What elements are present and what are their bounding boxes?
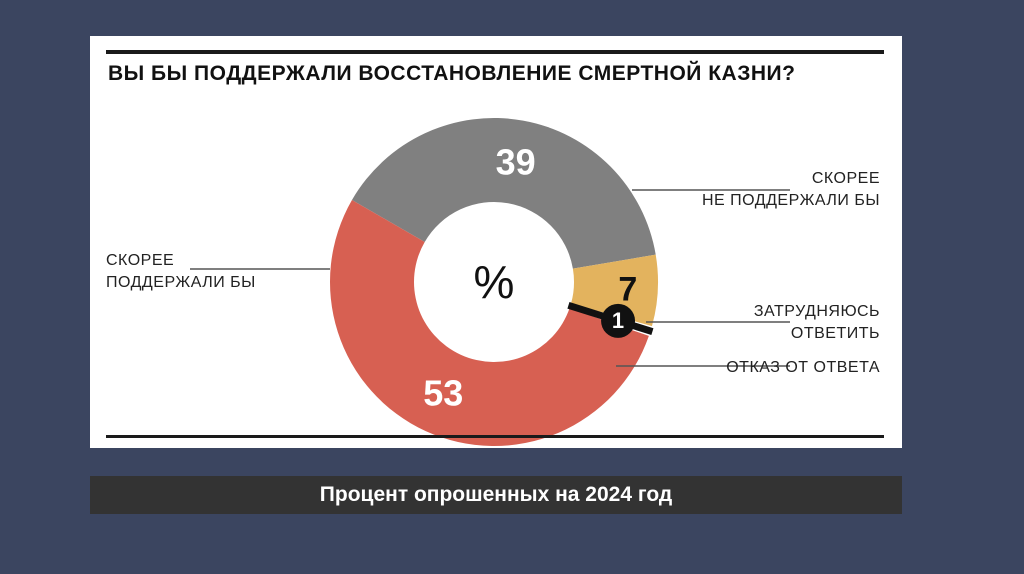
slice-3-label: СКОРЕЕ xyxy=(106,252,174,269)
center-label: % xyxy=(474,256,515,308)
bottom-rule xyxy=(106,435,884,438)
caption-text: Процент опрошенных на 2024 год xyxy=(319,483,673,506)
top-rule xyxy=(106,50,884,54)
chart-title: ВЫ БЫ ПОДДЕРЖАЛИ ВОССТАНОВЛЕНИЕ СМЕРТНОЙ… xyxy=(108,62,796,85)
slice-0-label: СКОРЕЕ xyxy=(812,170,880,187)
caption-bar: Процент опрошенных на 2024 год xyxy=(90,476,902,514)
slice-0 xyxy=(351,118,656,269)
slice-3-value: 53 xyxy=(423,373,463,414)
slice-2-badge xyxy=(601,303,636,338)
slice-1-label: ЗАТРУДНЯЮСЬ xyxy=(754,303,880,320)
slice-1-label: ОТВЕТИТЬ xyxy=(791,325,880,342)
slice-2-label: ОТКАЗ ОТ ОТВЕТА xyxy=(726,359,880,376)
slice-2-value: 1 xyxy=(612,308,624,333)
slice-3 xyxy=(330,200,649,447)
slice-0-value: 39 xyxy=(496,142,536,183)
slice-0-label: НЕ ПОДДЕРЖАЛИ БЫ xyxy=(702,192,880,209)
chart-card: ВЫ БЫ ПОДДЕРЖАЛИ ВОССТАНОВЛЕНИЕ СМЕРТНОЙ… xyxy=(90,36,902,448)
slice-3-label: ПОДДЕРЖАЛИ БЫ xyxy=(106,274,256,291)
donut-chart: % 39 СКОРЕЕ НЕ ПОДДЕРЖАЛИ БЫ 7 ЗАТРУДНЯЮСЬ ОТВ… xyxy=(106,118,880,447)
slice-1 xyxy=(571,254,658,327)
slice-1-value: 7 xyxy=(618,271,637,309)
